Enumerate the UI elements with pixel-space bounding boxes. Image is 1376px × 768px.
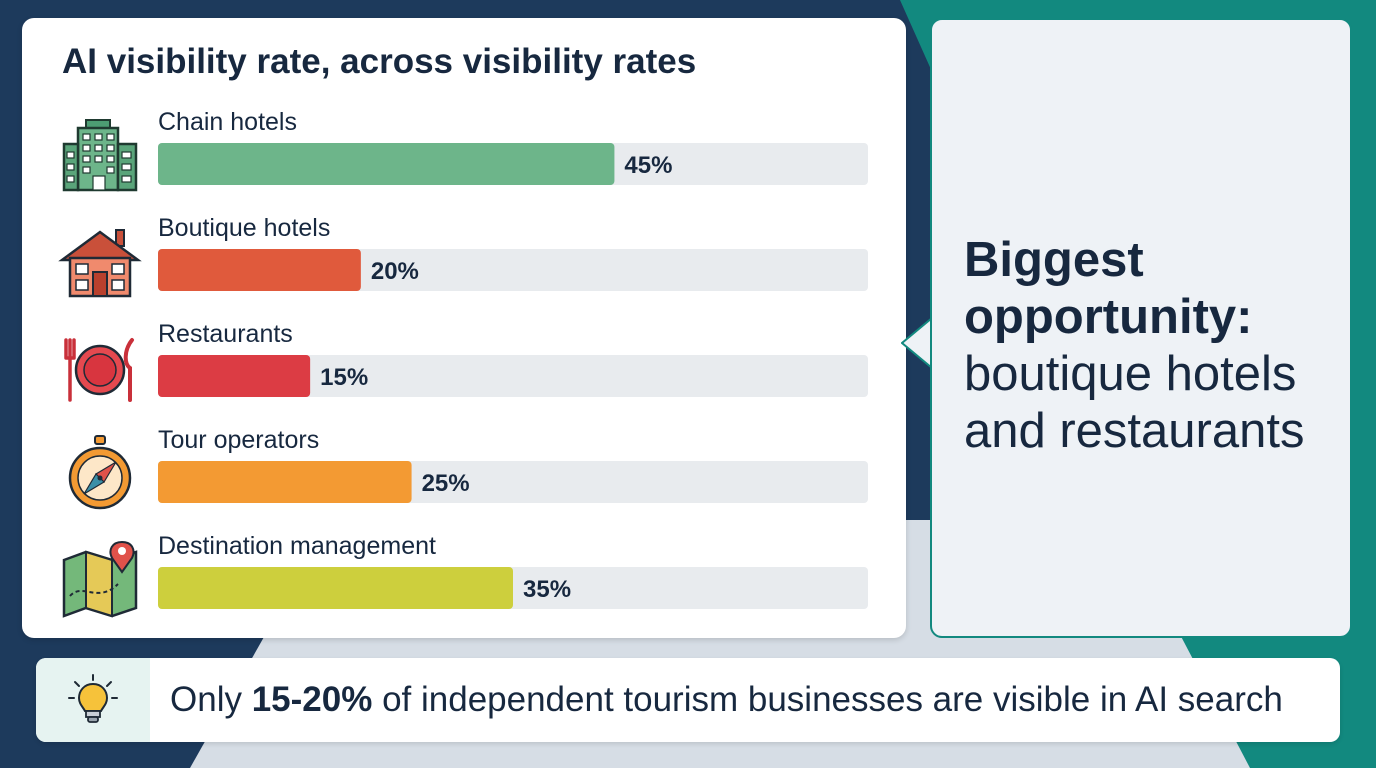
bar-chart: Chain hotels 45% Boutique hotels 20% Restaur… [158, 108, 868, 609]
chart-title: AI visibility rate, across visibility ra… [62, 42, 697, 81]
plate-cutlery-icon [64, 338, 134, 402]
footer-icon-box [36, 658, 150, 742]
opportunity-line-2: opportunity: [964, 290, 1253, 344]
house-icon [58, 229, 142, 298]
category-label: Destination management [158, 532, 436, 560]
hotel-building-icon [62, 119, 138, 192]
value-label: 20% [371, 258, 419, 285]
opportunity-callout: Biggest opportunity: boutique hotels and… [930, 18, 1352, 638]
value-label: 35% [523, 576, 571, 603]
value-label: 25% [422, 470, 470, 497]
lightbulb-icon [68, 674, 118, 723]
map-pin-icon [62, 540, 138, 618]
value-label: 15% [320, 364, 368, 391]
opportunity-text: Biggest opportunity: boutique hotels and… [964, 232, 1344, 460]
category-label: Boutique hotels [158, 214, 330, 242]
footer-prefix: Only [170, 680, 252, 719]
footer-insight-bar: Only 15-20% of independent tourism busin… [36, 658, 1340, 742]
category-label: Restaurants [158, 320, 293, 348]
opportunity-line-1: Biggest [964, 233, 1144, 287]
bar [158, 461, 412, 503]
category-label: Tour operators [158, 426, 319, 454]
footer-suffix: of independent tourism businesses are vi… [372, 680, 1283, 719]
bar-track [158, 355, 868, 397]
bar [158, 567, 513, 609]
compass-icon [68, 435, 132, 510]
footer-text: Only 15-20% of independent tourism busin… [170, 680, 1283, 720]
category-label: Chain hotels [158, 108, 297, 136]
chart-card: AI visibility rate, across visibility ra… [22, 18, 906, 638]
footer-highlight: 15-20% [251, 680, 373, 719]
opportunity-line-4: and restaurants [964, 404, 1305, 458]
bar [158, 249, 361, 291]
bar [158, 355, 311, 397]
bar [158, 143, 615, 185]
callout-pointer [901, 318, 933, 368]
opportunity-line-3: boutique hotels [964, 347, 1297, 401]
value-label: 45% [624, 152, 672, 179]
